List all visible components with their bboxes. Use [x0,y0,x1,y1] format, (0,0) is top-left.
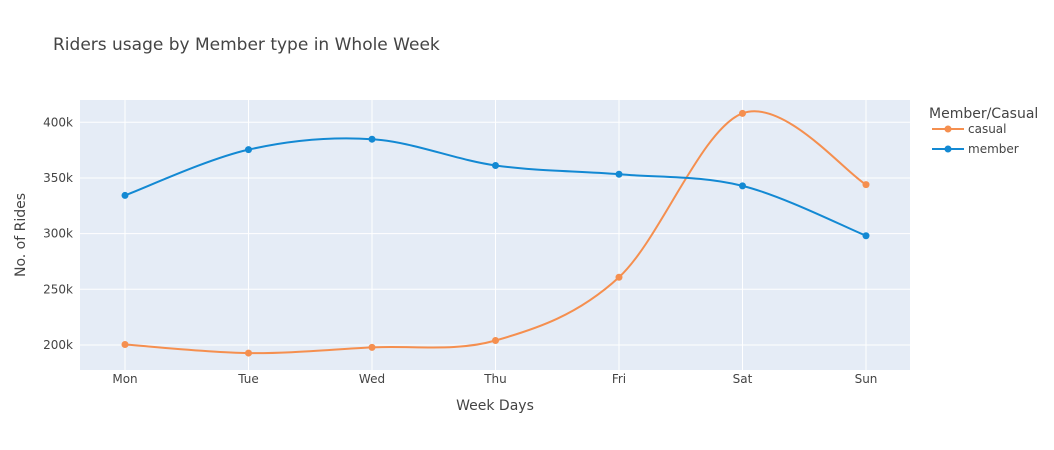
series-layer [121,109,870,357]
series-member [121,135,870,240]
y-tick-label: 300k [43,227,73,241]
data-point-member-fri [615,170,623,178]
x-tick-label: Wed [359,372,385,386]
x-tick-label: Tue [237,372,259,386]
legend: casual member [932,122,1019,156]
data-point-casual-tue [245,349,252,357]
legend-title: Member/Casual [929,106,1038,122]
y-tick-label: 200k [43,338,73,352]
data-point-casual-sat [739,109,746,117]
x-axis-title: Week Days [456,398,534,414]
x-tick-label: Fri [612,372,626,386]
x-tick-label: Thu [483,372,507,386]
legend-item-casual[interactable]: casual [932,122,1007,136]
data-point-casual-sun [862,181,870,189]
data-point-member-wed [368,135,376,143]
x-tick-layer: Mon Tue Wed Thu Fri Sat Sun [112,372,877,386]
data-point-member-sun [862,232,870,240]
x-tick-label: Sun [855,372,878,386]
data-point-member-sat [739,182,746,190]
legend-marker-casual [944,125,952,133]
data-point-casual-fri [615,273,623,281]
legend-label-member: member [968,142,1019,156]
data-point-member-thu [492,161,499,169]
data-point-casual-wed [368,343,376,351]
series-casual [121,109,870,357]
legend-marker-member [944,145,952,153]
grid-layer [80,100,910,370]
data-point-casual-mon [121,341,129,349]
y-tick-label: 250k [43,282,73,296]
x-tick-label: Mon [112,372,137,386]
data-point-member-tue [245,146,252,154]
y-tick-label: 350k [43,171,73,185]
legend-item-member[interactable]: member [932,142,1019,156]
x-tick-label: Sat [733,372,753,386]
data-point-member-mon [121,191,129,199]
y-tick-label: 400k [43,115,73,129]
legend-label-casual: casual [968,122,1007,136]
y-tick-layer: 200k 250k 300k 350k 400k [43,115,73,352]
data-point-casual-thu [492,336,499,344]
chart-title: Riders usage by Member type in Whole Wee… [53,35,440,55]
y-axis-title: No. of Rides [13,193,29,277]
